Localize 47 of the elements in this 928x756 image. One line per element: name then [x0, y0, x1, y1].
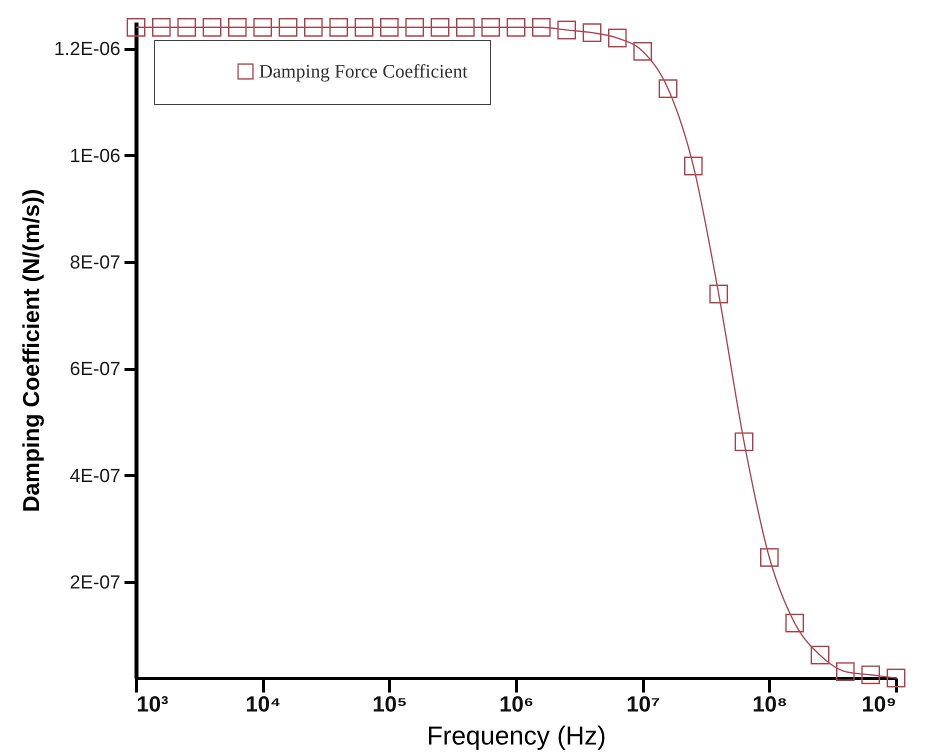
- point: [456, 18, 475, 37]
- y-tick-label: 2E-07: [70, 572, 120, 594]
- point: [684, 156, 703, 176]
- point: [152, 18, 171, 37]
- x-tick-label: 10⁴: [245, 692, 281, 716]
- point: [633, 42, 652, 61]
- point: [532, 18, 551, 37]
- y-tick-label: 1.2E-06: [54, 39, 120, 60]
- x-tick-label: 10⁵: [372, 692, 408, 716]
- point: [658, 79, 678, 98]
- point: [177, 18, 196, 37]
- point: [253, 18, 272, 37]
- point: [228, 18, 247, 37]
- y-tick-label: 6E-07: [70, 359, 120, 380]
- point: [405, 18, 424, 37]
- point: [202, 18, 222, 37]
- point: [861, 665, 880, 684]
- point: [557, 20, 576, 40]
- point: [506, 18, 526, 37]
- x-tick-label: 10⁶: [499, 692, 534, 716]
- point: [810, 646, 830, 664]
- x-tick-label: 10⁸: [752, 692, 788, 716]
- point: [836, 662, 855, 681]
- point: [608, 28, 627, 48]
- point: [304, 18, 323, 37]
- point: [886, 668, 906, 688]
- point: [126, 18, 146, 37]
- point: [430, 18, 450, 37]
- point: [354, 18, 374, 37]
- point: [760, 548, 779, 567]
- point: [582, 23, 602, 42]
- y-axis-title: Damping Coefficient (N/(m/s)): [18, 188, 44, 512]
- x-axis-title: Frequency (Hz): [426, 720, 606, 750]
- x-tick-label: 10⁷: [626, 692, 660, 716]
- point: [785, 614, 804, 632]
- point: [329, 18, 348, 37]
- point: [380, 18, 399, 37]
- point: [481, 18, 500, 37]
- x-tick-label: 10³: [136, 692, 168, 716]
- y-tick-label: 1E-06: [70, 146, 120, 167]
- point: [709, 284, 728, 304]
- legend-label: Damping Force Coefficient: [259, 62, 468, 82]
- point: [734, 432, 754, 452]
- point: [278, 18, 298, 37]
- y-tick-label: 8E-07: [70, 252, 120, 274]
- x-tick-label: 10⁹: [862, 692, 896, 716]
- y-tick-label: 4E-07: [70, 466, 120, 487]
